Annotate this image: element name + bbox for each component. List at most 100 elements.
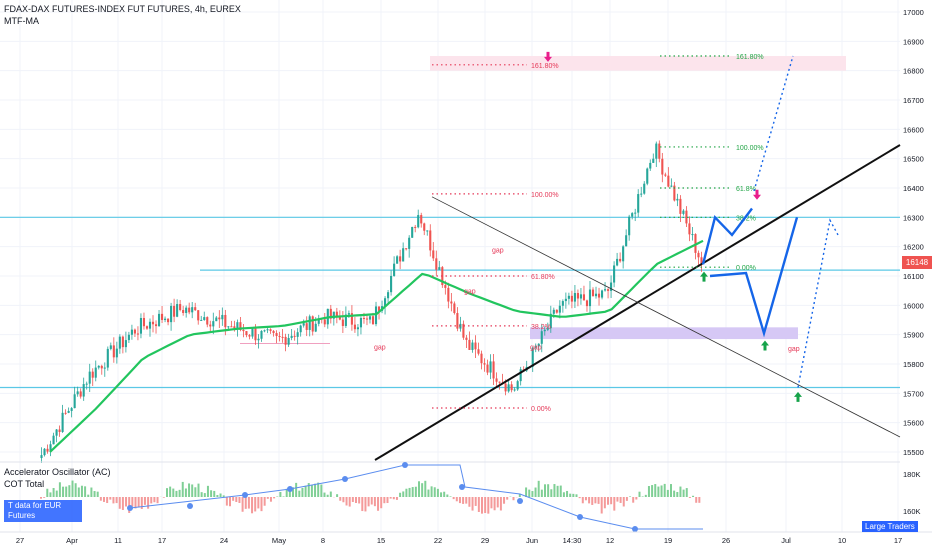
cot-marker xyxy=(459,484,465,490)
candle-body xyxy=(73,394,76,409)
ac-bar xyxy=(87,494,90,497)
ac-bar xyxy=(578,497,581,499)
candle-body xyxy=(628,216,631,236)
candle-body xyxy=(112,345,115,358)
ac-bar xyxy=(654,484,657,497)
candle-body xyxy=(570,295,573,302)
candle-body xyxy=(130,329,133,335)
candle-body xyxy=(245,331,248,336)
candle-body xyxy=(103,367,106,369)
ac-bar xyxy=(162,497,165,498)
time-tick-label: Apr xyxy=(66,536,78,545)
candle-body xyxy=(390,275,393,293)
ac-bar xyxy=(169,486,172,497)
candle-body xyxy=(411,226,414,238)
candle-body xyxy=(616,258,619,266)
candle-body xyxy=(329,308,332,319)
candle-body xyxy=(206,317,209,325)
symbol-title: FDAX-DAX FUTURES-INDEX FUT FUTURES, 4h, … xyxy=(4,4,241,14)
time-tick-label: 15 xyxy=(377,536,385,545)
ac-bar xyxy=(666,489,669,497)
ac-bar xyxy=(490,497,493,509)
ac-bar xyxy=(46,488,49,497)
cot-marker xyxy=(342,476,348,482)
candle-body xyxy=(507,384,510,392)
candle-body xyxy=(519,369,522,382)
ac-bar xyxy=(156,497,159,504)
large-traders-badge[interactable]: Large Traders xyxy=(862,521,918,532)
candle-body xyxy=(302,323,305,326)
ac-bar xyxy=(449,496,452,497)
ac-bar xyxy=(443,491,446,497)
time-tick-label: Jul xyxy=(781,536,791,545)
price-tick-label: 16900 xyxy=(903,37,924,46)
candle-body xyxy=(377,306,381,311)
time-tick-label: 17 xyxy=(158,536,166,545)
candle-body xyxy=(387,292,390,299)
candle-body xyxy=(230,326,233,328)
ac-bar xyxy=(254,497,257,512)
ac-bar xyxy=(323,492,326,497)
candle-body xyxy=(70,408,73,411)
candle-body xyxy=(124,340,127,348)
candle-body xyxy=(188,307,191,313)
candle-body xyxy=(368,316,372,320)
candle-body xyxy=(676,198,679,201)
candle-body xyxy=(537,343,540,347)
ac-bar xyxy=(153,497,156,503)
ac-bar xyxy=(279,491,282,497)
ac-bar xyxy=(317,482,320,497)
fib-left-label: 0.00% xyxy=(531,406,551,413)
candle-body xyxy=(655,143,658,159)
gap-label: gap xyxy=(374,344,386,351)
ac-bar xyxy=(137,497,140,508)
candle-body xyxy=(682,210,685,214)
candle-body xyxy=(631,213,634,217)
candle-body xyxy=(317,318,320,324)
ac-bar xyxy=(103,497,105,502)
candle-body xyxy=(600,290,604,298)
ac-bar xyxy=(499,497,502,511)
candle-body xyxy=(688,223,691,235)
candle-body xyxy=(483,363,486,365)
ac-bar xyxy=(269,497,272,502)
time-tick-label: 8 xyxy=(321,536,325,545)
candle-body xyxy=(471,342,474,350)
ac-bar xyxy=(314,483,317,497)
ac-bar xyxy=(125,497,128,507)
candle-body xyxy=(661,158,664,175)
candle-body xyxy=(489,361,492,373)
candle-body xyxy=(534,346,537,348)
ac-bar xyxy=(326,494,329,497)
ac-bar xyxy=(320,484,323,497)
ac-bar xyxy=(405,488,408,497)
ac-bar xyxy=(172,488,175,497)
ac-bar xyxy=(465,497,468,504)
candle-body xyxy=(652,158,655,163)
cot-marker xyxy=(577,514,583,520)
candle-body xyxy=(555,309,558,313)
candle-body xyxy=(160,313,164,320)
ac-bar xyxy=(134,497,137,509)
ac-bar xyxy=(591,497,594,505)
cot-title: COT Total xyxy=(4,479,45,489)
ac-bar xyxy=(106,497,109,504)
candle-body xyxy=(447,287,450,302)
ac-bar xyxy=(336,494,339,497)
price-tick-label: 17000 xyxy=(903,8,924,17)
ac-bar xyxy=(118,497,121,509)
gap-label: gap xyxy=(788,346,800,353)
candle-body xyxy=(353,324,356,330)
candle-body xyxy=(359,317,363,328)
up-arrow-icon xyxy=(761,340,769,351)
cot-marker xyxy=(287,486,293,492)
ac-bar xyxy=(455,497,458,502)
candle-body xyxy=(667,175,670,187)
candle-body xyxy=(76,391,79,395)
ac-bar xyxy=(651,485,654,497)
ac-bar xyxy=(581,497,584,504)
candle-body xyxy=(646,168,649,184)
ac-bar xyxy=(625,497,628,501)
ac-bar xyxy=(260,497,263,512)
candle-body xyxy=(145,326,149,329)
